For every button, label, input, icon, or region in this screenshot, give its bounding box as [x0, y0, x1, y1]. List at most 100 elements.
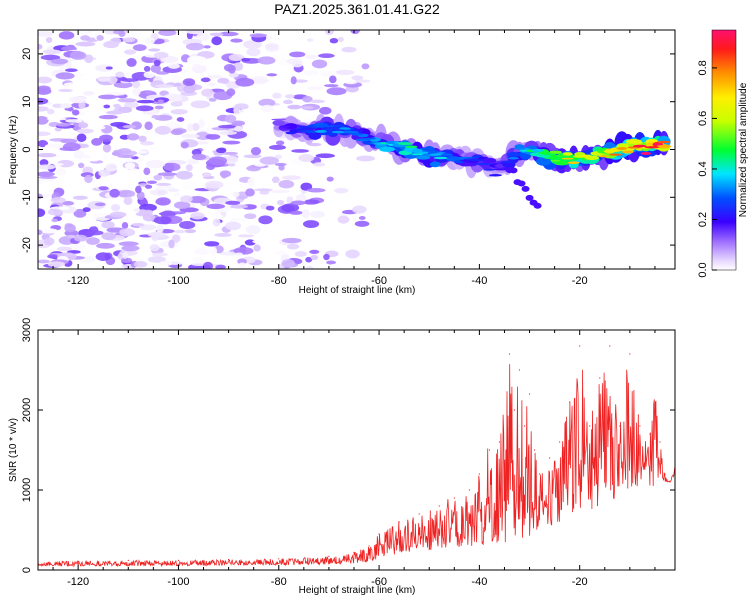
noise-blob — [323, 253, 330, 261]
noise-blob — [148, 147, 163, 152]
noise-blob — [326, 260, 337, 265]
noise-blob — [95, 252, 111, 261]
noise-blob — [291, 61, 303, 68]
x-tick-label: -60 — [371, 275, 387, 287]
noise-blob — [147, 256, 166, 263]
noise-blob — [208, 156, 228, 166]
noise-blob — [315, 153, 335, 159]
noise-blob — [167, 188, 180, 192]
noise-blob — [196, 32, 210, 42]
noise-blob — [38, 229, 43, 236]
ridge-blob — [362, 137, 376, 140]
noise-blob — [47, 261, 66, 268]
noise-blob — [302, 220, 320, 228]
noise-blob — [265, 205, 275, 211]
ridge-blob — [404, 145, 418, 149]
noise-blob — [286, 196, 294, 204]
noise-blob — [40, 193, 51, 198]
ridge-blob — [441, 153, 453, 156]
noise-blob — [293, 79, 308, 83]
noise-blob — [226, 88, 236, 97]
x-tick-label: -120 — [67, 576, 89, 588]
noise-blob — [306, 188, 326, 193]
spectrogram-noise-layer — [38, 30, 376, 269]
noise-blob — [76, 128, 94, 134]
noise-blob — [254, 188, 273, 192]
noise-blob — [208, 97, 217, 102]
noise-blob — [51, 218, 58, 223]
ridge-blob — [475, 162, 492, 166]
noise-blob — [150, 64, 162, 73]
ridge-blob — [469, 159, 485, 162]
noise-blob — [73, 234, 88, 242]
noise-blob — [274, 250, 288, 256]
ridge-blob — [521, 185, 530, 192]
y-tick-label: 3000 — [21, 318, 33, 342]
snr-anchor-point — [523, 425, 526, 427]
ridge-blob — [536, 157, 552, 166]
noise-blob — [154, 125, 172, 135]
noise-blob — [281, 203, 300, 213]
noise-blob — [158, 30, 177, 36]
noise-blob — [146, 180, 158, 185]
ridge-blob — [640, 151, 652, 155]
noise-blob — [149, 243, 160, 252]
noise-blob — [151, 114, 160, 119]
noise-blob — [258, 215, 273, 225]
x-tick-label: -60 — [371, 576, 387, 588]
noise-blob — [281, 259, 295, 268]
noise-blob — [50, 58, 69, 65]
ridge-blob — [656, 144, 672, 149]
noise-blob — [121, 257, 133, 264]
noise-blob — [69, 96, 87, 104]
noise-blob — [82, 207, 91, 213]
noise-blob — [86, 153, 102, 162]
ridge-blob — [517, 180, 526, 187]
noise-blob — [259, 191, 268, 195]
noise-blob — [38, 131, 51, 137]
snr-anchor-point — [278, 558, 280, 560]
noise-blob — [38, 97, 49, 105]
snr-anchor-point — [468, 489, 470, 491]
noise-blob — [176, 170, 193, 180]
noise-blob — [170, 74, 180, 84]
noise-blob — [143, 167, 151, 176]
noise-blob — [38, 259, 50, 264]
snr-anchor-point — [639, 425, 641, 427]
noise-blob — [109, 211, 127, 218]
snr-anchor-point — [664, 473, 666, 475]
noise-blob — [227, 163, 236, 167]
noise-blob — [219, 130, 238, 136]
x-tick-label: -120 — [67, 275, 89, 287]
noise-blob — [218, 31, 239, 37]
ridge-blob — [580, 154, 591, 158]
noise-blob — [105, 162, 118, 172]
noise-blob — [301, 117, 312, 123]
noise-blob — [153, 51, 169, 59]
noise-blob — [300, 182, 313, 191]
noise-blob — [118, 241, 139, 247]
noise-blob — [110, 37, 122, 45]
noise-blob — [290, 200, 306, 206]
noise-blob — [291, 149, 309, 153]
colorbar-tick-label: 0.0 — [697, 262, 709, 277]
noise-blob — [155, 84, 175, 88]
snr-anchor-point — [579, 345, 581, 347]
ridge-blob — [603, 149, 616, 153]
noise-blob — [155, 182, 172, 186]
snr-anchor-point — [177, 559, 180, 562]
noise-blob — [202, 264, 211, 269]
ridge-blob — [429, 161, 441, 168]
noise-blob — [170, 109, 188, 115]
noise-blob — [187, 123, 194, 132]
noise-blob — [98, 94, 118, 100]
noise-blob — [38, 152, 57, 158]
noise-blob — [329, 75, 337, 84]
noise-blob — [117, 154, 135, 158]
noise-blob — [299, 37, 308, 47]
noise-blob — [42, 49, 62, 55]
noise-blob — [277, 199, 285, 206]
ridge-blob — [313, 122, 329, 128]
noise-blob — [47, 254, 58, 259]
noise-blob — [38, 141, 48, 146]
